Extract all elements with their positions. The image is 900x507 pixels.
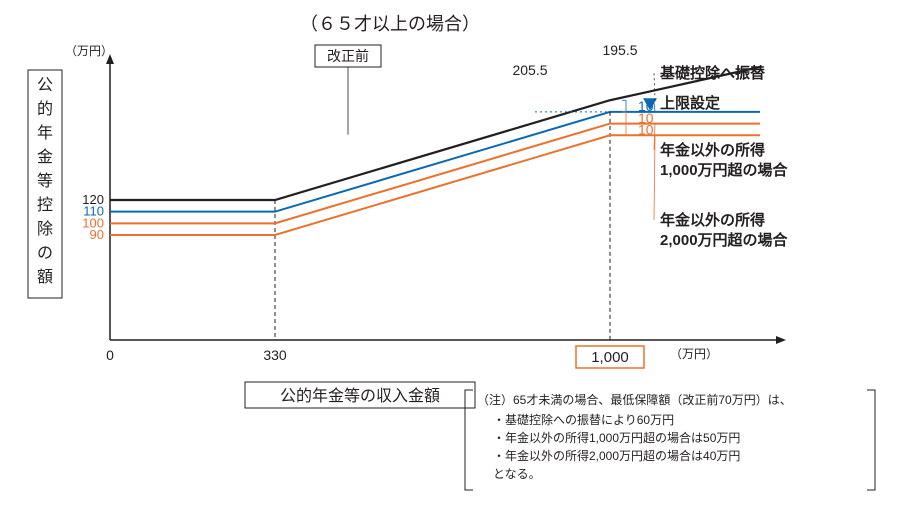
note-header: （注）65才未満の場合、最低保障額（改正前70万円）は、 — [477, 392, 792, 407]
right-label-jogen: 上限設定 — [660, 94, 720, 112]
top-label-blue: 195.5 — [602, 42, 637, 58]
x-tick-label: 330 — [263, 347, 287, 363]
y-axis-title-char: 的 — [37, 100, 53, 118]
y-axis-title-char: 額 — [37, 268, 53, 286]
gap-bracket — [622, 100, 626, 112]
top-label-orange: 205.5 — [512, 62, 547, 78]
y-axis-title-char: 除 — [37, 220, 53, 238]
series-before — [110, 67, 760, 200]
right-label-furikae: 基礎控除へ振替 — [659, 64, 766, 82]
note-bracket-right — [867, 390, 875, 490]
y-axis-title-char: の — [37, 245, 53, 262]
x-axis-title: 公的年金等の収入金額 — [280, 387, 440, 405]
chart-title: （６５才以上の場合） — [300, 14, 480, 34]
gap-label: 10 — [638, 121, 654, 137]
right-label-over2000: 年金以外の所得2,000万円超の場合 — [660, 211, 789, 249]
note-line: ・基礎控除への振替により60万円 — [493, 412, 674, 427]
y-axis-unit: （万円） — [65, 44, 113, 58]
note-line: ・年金以外の所得1,000万円超の場合は50万円 — [493, 430, 740, 445]
note-line: となる。 — [493, 467, 541, 481]
x-axis-unit: （万円） — [670, 347, 718, 361]
y-axis-title-char: 年 — [37, 124, 53, 142]
before-label: 改正前 — [327, 48, 369, 64]
gap-bracket — [622, 112, 626, 124]
note-line: ・年金以外の所得2,000万円超の場合は40万円 — [493, 448, 740, 463]
x-tick-label: 1,000 — [591, 349, 629, 366]
right-leader — [654, 103, 655, 112]
y-axis-title-char: 金 — [37, 148, 53, 166]
x-tick-label: 0 — [106, 347, 114, 363]
y-axis-title-char: 公 — [37, 77, 53, 94]
y-axis-title-char: 等 — [37, 172, 53, 190]
right-label-over1000: 年金以外の所得1,000万円超の場合 — [660, 141, 789, 179]
y-axis-title-char: 控 — [37, 196, 53, 214]
x-axis-arrow — [776, 336, 786, 344]
series-start-label: 90 — [90, 227, 104, 242]
right-leader — [654, 73, 655, 100]
gap-bracket — [622, 124, 626, 136]
